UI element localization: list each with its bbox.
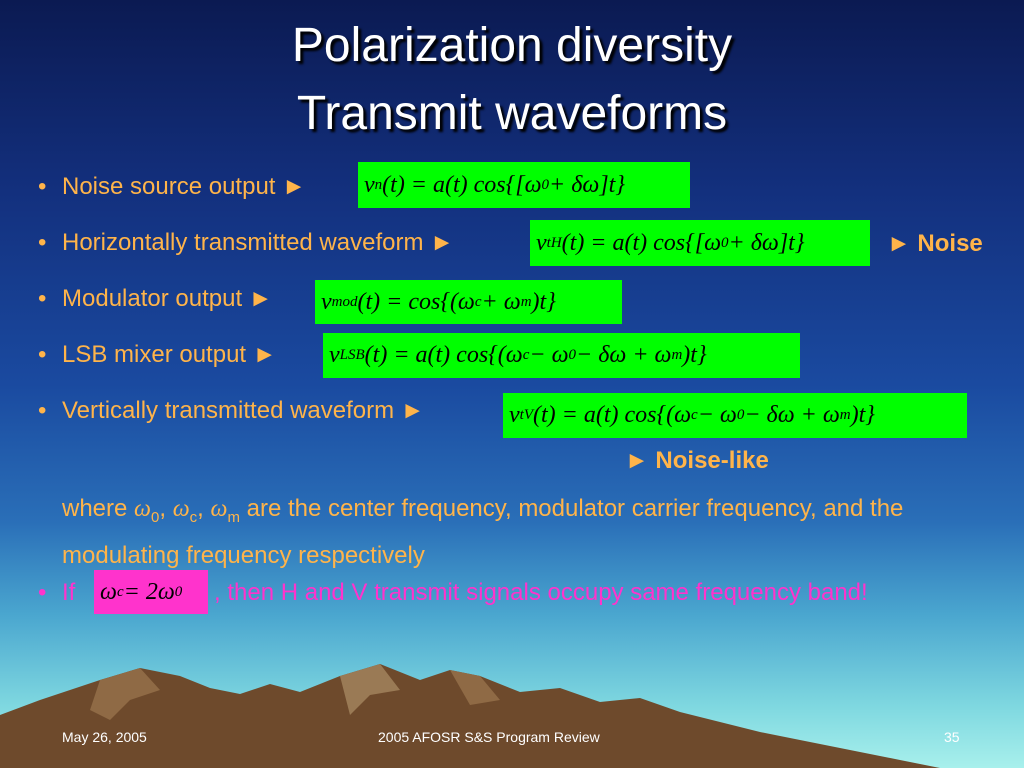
text-part: − ω bbox=[697, 402, 737, 428]
bullet-label: Vertically transmitted waveform ► bbox=[62, 397, 425, 424]
subscript: 0 bbox=[174, 583, 183, 600]
text-part: where bbox=[62, 495, 135, 522]
subscript: 0 bbox=[568, 347, 577, 363]
text-part: + ω bbox=[481, 288, 521, 315]
equation: v mod (t) = cos{(ω c + ω m)t} bbox=[315, 280, 622, 324]
mountain-shade bbox=[340, 664, 400, 715]
text-part: v bbox=[329, 342, 340, 368]
text-part: , bbox=[197, 495, 211, 522]
text-part: − δω + ω bbox=[744, 402, 840, 428]
subscript: LSB bbox=[339, 347, 365, 363]
subscript: 0 bbox=[151, 508, 160, 526]
text-part: v bbox=[364, 171, 375, 198]
footer-date: May 26, 2005 bbox=[62, 729, 147, 745]
equation: v n (t) = a(t) cos{[ω 0 + δω]t} bbox=[358, 162, 690, 208]
bullet: Vertically transmitted waveform ► bbox=[38, 397, 425, 424]
bullet-label: If bbox=[62, 579, 76, 606]
text-part: (t) = a(t) cos{(ω bbox=[364, 342, 523, 368]
subscript: m bbox=[839, 407, 851, 423]
subscript: c bbox=[522, 347, 530, 363]
text-part: v bbox=[509, 402, 520, 428]
bullet: Horizontally transmitted waveform ► bbox=[38, 229, 454, 256]
text-part: (t) = a(t) cos{(ω bbox=[533, 402, 692, 428]
bullet: If bbox=[38, 579, 76, 606]
text-part: − δω + ω bbox=[576, 342, 672, 368]
text-part: (t) = a(t) cos{[ω bbox=[382, 171, 542, 198]
bullet-label: Modulator output ► bbox=[62, 285, 273, 312]
mountain-shade bbox=[450, 670, 500, 705]
subscript: 0 bbox=[736, 407, 745, 423]
text-part: )t} bbox=[682, 342, 707, 368]
text-part: )t} bbox=[531, 288, 556, 315]
text-part: = 2ω bbox=[123, 578, 175, 605]
subscript: c bbox=[189, 508, 198, 526]
subscript: tH bbox=[546, 234, 562, 251]
text-part: v bbox=[321, 288, 332, 315]
text-part: , bbox=[159, 495, 173, 522]
symbol: ω bbox=[210, 496, 228, 522]
text-part: are the center frequency, modulator carr… bbox=[62, 495, 904, 569]
bullet-label: LSB mixer output ► bbox=[62, 341, 277, 368]
subscript: m bbox=[227, 508, 240, 526]
bullet-label: Noise source output ► bbox=[62, 173, 306, 200]
bullet-label: Horizontally transmitted waveform ► bbox=[62, 229, 454, 256]
subscript: c bbox=[474, 293, 482, 310]
text-part: )t} bbox=[850, 402, 875, 428]
mountain-shade bbox=[90, 668, 160, 720]
subscript: n bbox=[374, 176, 383, 193]
mountains bbox=[0, 664, 940, 768]
symbol: ω bbox=[134, 496, 151, 522]
equation: v tH (t) = a(t) cos{[ω 0 + δω]t} bbox=[530, 220, 870, 266]
text-part: ω bbox=[100, 578, 117, 605]
symbol: ω bbox=[172, 496, 190, 522]
subscript: c bbox=[691, 407, 698, 423]
bullet: Noise source output ► bbox=[38, 173, 306, 200]
subscript: m bbox=[671, 347, 683, 363]
subscript: 0 bbox=[721, 234, 729, 251]
subscript: mod bbox=[331, 293, 358, 310]
result: ► Noise-like bbox=[625, 447, 769, 474]
title: Transmit waveforms bbox=[296, 87, 728, 140]
note: where ω0, ωc, ωm are the center frequenc… bbox=[62, 490, 992, 575]
text-part: (t) = cos{(ω bbox=[357, 288, 475, 315]
title: Polarization diversity bbox=[291, 19, 733, 72]
text-part: + δω]t} bbox=[549, 171, 625, 198]
text-part: v bbox=[536, 229, 547, 256]
result: ► Noise bbox=[887, 230, 983, 257]
subscript: 0 bbox=[541, 176, 550, 193]
subscript: m bbox=[520, 293, 532, 310]
bullet-text: , then H and V transmit signals occupy s… bbox=[214, 579, 868, 606]
footer-event: 2005 AFOSR S&S Program Review bbox=[378, 729, 600, 745]
bullet: Modulator output ► bbox=[38, 285, 273, 312]
bullet: LSB mixer output ► bbox=[38, 341, 277, 368]
text-part: + δω]t} bbox=[728, 229, 805, 256]
subscript: tV bbox=[519, 407, 533, 423]
footer-page: 35 bbox=[944, 729, 960, 745]
text-part: (t) = a(t) cos{[ω bbox=[561, 229, 722, 256]
subscript: c bbox=[116, 583, 124, 600]
text-part: − ω bbox=[529, 342, 569, 368]
